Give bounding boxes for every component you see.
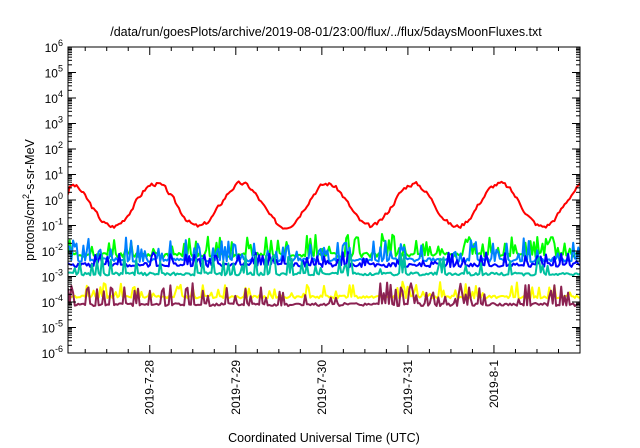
- x-tick-label: 2019-7-31: [401, 360, 415, 415]
- y-tick-label: 103: [45, 115, 63, 132]
- plot-frame: [67, 46, 581, 354]
- y-tick-label: 104: [45, 89, 63, 106]
- y-axis-label: protons/cm2-s-sr-MeV: [21, 138, 37, 260]
- x-tick-label: 2019-7-29: [229, 360, 243, 415]
- y-tick-label: 101: [45, 166, 63, 183]
- plot-area: [68, 47, 580, 353]
- x-tick-label: 2019-8-1: [487, 360, 501, 408]
- y-tick-label: 10-3: [42, 268, 63, 285]
- y-tick-label: 10-2: [42, 242, 63, 259]
- y-tick-label: 10-6: [42, 344, 63, 361]
- x-axis: 2019-7-28 2019-7-29 2019-7-30 2019-7-31 2019…: [84, 47, 581, 415]
- y-tick-label: 100: [45, 191, 63, 208]
- series-line-7: [68, 281, 580, 308]
- x-tick-label: 2019-7-28: [143, 360, 157, 415]
- series-layer: [68, 180, 580, 308]
- series-line-3: [68, 236, 580, 263]
- y-tick-label: 10-5: [42, 319, 63, 336]
- y-tick-label: 105: [45, 64, 63, 81]
- y-tick-label: 102: [45, 140, 63, 157]
- series-line-5: [68, 253, 580, 277]
- series-line-1: [68, 180, 580, 230]
- series-line-6: [68, 280, 580, 300]
- chart-title: /data/run/goesPlots/archive/2019-08-01/2…: [110, 25, 542, 39]
- y-tick-label: 10-4: [42, 293, 63, 310]
- y-tick-label: 10-1: [42, 217, 63, 234]
- y-tick-label: 106: [45, 38, 63, 55]
- y-axis: 106 105 104 103 102 101 100 10-1 10-2 10-3 10-4 10-…: [42, 38, 580, 361]
- series-line-4: [68, 251, 580, 269]
- x-axis-label: Coordinated Universal Time (UTC): [228, 431, 420, 445]
- x-tick-label: 2019-7-30: [315, 360, 329, 415]
